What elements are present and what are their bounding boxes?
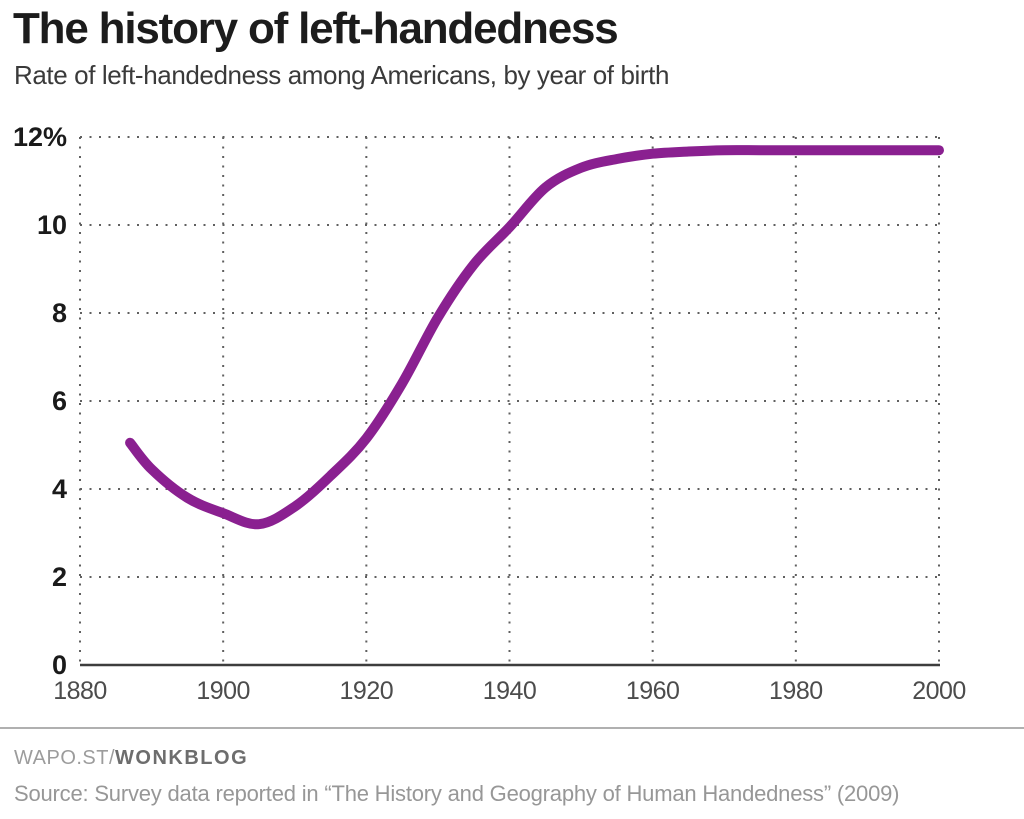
x-axis-tick-label: 1960 xyxy=(626,677,680,705)
y-axis-tick-label: 6 xyxy=(52,386,67,416)
x-axis-tick-label: 1940 xyxy=(483,677,537,705)
x-axis-tick-label: 1920 xyxy=(340,677,394,705)
chart-footer: WAPO.ST/WONKBLOG Source: Survey data rep… xyxy=(0,727,1024,807)
y-axis-tick-label: 10 xyxy=(37,210,67,240)
x-axis-tick-label: 1900 xyxy=(196,677,250,705)
brand-prefix: WAPO.ST/ xyxy=(14,747,116,769)
y-axis-tick-label: 12% xyxy=(13,122,67,152)
chart-subtitle: Rate of left-handedness among Americans,… xyxy=(14,60,670,91)
footer-divider xyxy=(0,727,1024,729)
line-chart-canvas: 1880 1900 1920 1940 1960 1980 2000 12% 10 8 6 4 2 0 xyxy=(13,122,966,705)
y-axis-tick-label: 4 xyxy=(52,474,67,504)
x-axis-tick-label: 2000 xyxy=(912,677,966,705)
y-axis-tick-label: 8 xyxy=(52,298,67,328)
source-attribution: Source: Survey data reported in “The His… xyxy=(14,781,900,806)
y-axis-tick-label: 2 xyxy=(52,562,67,592)
x-axis-tick-label: 1880 xyxy=(53,677,107,705)
brand-line: WAPO.ST/WONKBLOG xyxy=(14,747,1024,770)
handedness-rate-line xyxy=(125,145,944,530)
y-axis-tick-label: 0 xyxy=(52,650,67,680)
brand-name: WONKBLOG xyxy=(115,747,249,769)
x-axis-tick-label: 1980 xyxy=(769,677,823,705)
chart-title: The history of left-handedness xyxy=(13,4,619,53)
chart-header: The history of left-handedness Rate of l… xyxy=(0,0,1024,110)
